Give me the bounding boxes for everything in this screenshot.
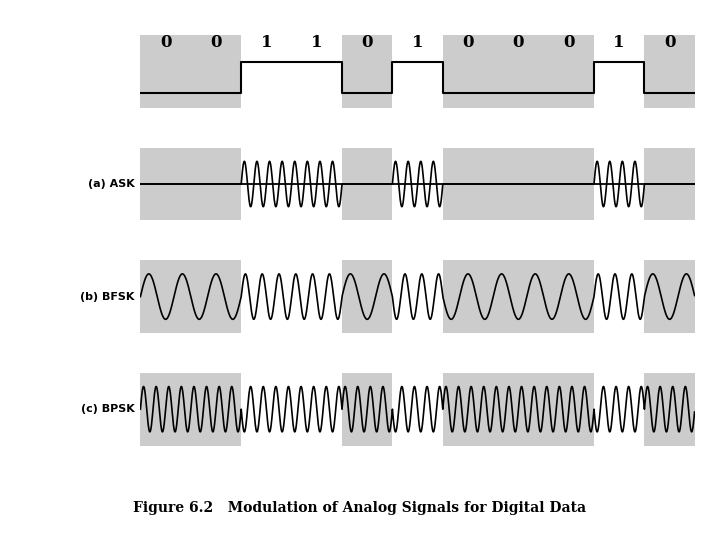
Bar	[443, 35, 493, 108]
Bar	[644, 147, 695, 220]
Text: 0: 0	[210, 34, 222, 51]
Text: 1: 1	[613, 34, 625, 51]
Bar	[191, 260, 241, 333]
Bar	[493, 147, 544, 220]
Text: (c) BPSK: (c) BPSK	[81, 404, 135, 414]
Text: 0: 0	[160, 34, 171, 51]
Text: 1: 1	[261, 34, 272, 51]
Text: 0: 0	[513, 34, 524, 51]
Bar	[493, 260, 544, 333]
Bar	[191, 147, 241, 220]
Text: 0: 0	[664, 34, 675, 51]
Bar	[342, 373, 392, 446]
Text: 1: 1	[311, 34, 323, 51]
Bar	[342, 147, 392, 220]
Text: 0: 0	[361, 34, 373, 51]
Bar	[443, 147, 493, 220]
Text: (a) ASK: (a) ASK	[88, 179, 135, 189]
Bar	[544, 373, 594, 446]
Text: 1: 1	[412, 34, 423, 51]
Bar	[493, 373, 544, 446]
Bar	[140, 35, 191, 108]
Text: 0: 0	[563, 34, 575, 51]
Text: Figure 6.2   Modulation of Analog Signals for Digital Data: Figure 6.2 Modulation of Analog Signals …	[133, 501, 587, 515]
Bar	[443, 373, 493, 446]
Bar	[140, 373, 191, 446]
Bar	[443, 260, 493, 333]
Bar	[644, 373, 695, 446]
Bar	[140, 260, 191, 333]
Bar	[544, 147, 594, 220]
Bar	[191, 35, 241, 108]
Bar	[342, 35, 392, 108]
Bar	[544, 35, 594, 108]
Bar	[644, 260, 695, 333]
Bar	[493, 35, 544, 108]
Text: 0: 0	[462, 34, 474, 51]
Bar	[342, 260, 392, 333]
Bar	[544, 260, 594, 333]
Bar	[140, 147, 191, 220]
Text: (b) BFSK: (b) BFSK	[81, 292, 135, 302]
Bar	[191, 373, 241, 446]
Bar	[644, 35, 695, 108]
